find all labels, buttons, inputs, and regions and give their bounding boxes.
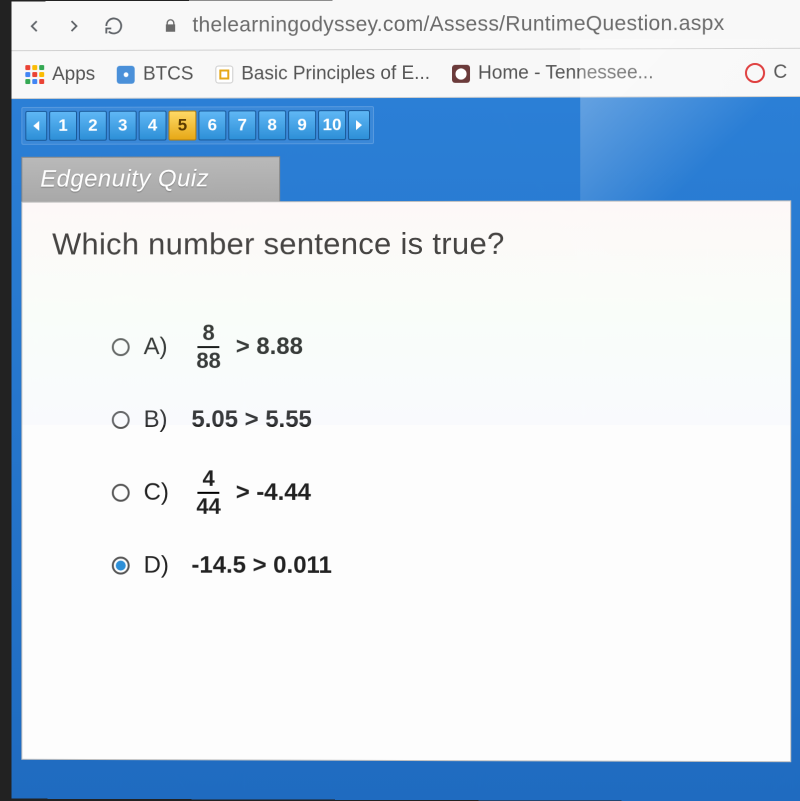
bookmark-label: Home - Tennessee... <box>478 62 653 85</box>
pager-question-7[interactable]: 7 <box>228 110 256 140</box>
bookmark-item[interactable]: Basic Principles of E... <box>215 62 430 85</box>
address-bar[interactable]: thelearningodyssey.com/Assess/RuntimeQue… <box>143 11 790 37</box>
answers-group: A) 888 > 8.88 B) 5.05 > 5.55 C) 444 > -4.44 D) -1… <box>52 322 760 581</box>
answer-radio[interactable] <box>112 411 130 429</box>
bookmark-label: Basic Principles of E... <box>241 62 430 85</box>
pager-prev-button[interactable] <box>25 111 47 141</box>
screen: thelearningodyssey.com/Assess/RuntimeQue… <box>11 0 800 801</box>
reload-button[interactable] <box>103 14 125 36</box>
pager-question-6[interactable]: 6 <box>198 110 226 140</box>
bookmark-favicon <box>745 62 765 82</box>
pager-question-2[interactable]: 2 <box>79 111 107 141</box>
answer-content: 5.05 > 5.55 <box>191 406 311 434</box>
bookmark-item[interactable]: ● BTCS <box>117 63 193 85</box>
fraction: 888 <box>191 322 225 372</box>
answer-row: A) 888 > 8.88 <box>112 322 760 372</box>
bookmark-item-truncated[interactable]: C <box>745 61 787 83</box>
bookmark-favicon: ● <box>117 65 135 83</box>
quiz-panel: Which number sentence is true? A) 888 > 8.… <box>21 200 791 762</box>
url-text: thelearningodyssey.com/Assess/RuntimeQue… <box>192 11 724 37</box>
apps-grid-icon <box>25 65 44 84</box>
answer-content: 888 > 8.88 <box>191 322 303 372</box>
answer-content: -14.5 > 0.011 <box>191 552 331 580</box>
bookmarks-bar: Apps ● BTCS Basic Principles of E... ⬤ H… <box>11 49 800 99</box>
pager-question-5[interactable]: 5 <box>169 111 197 141</box>
bookmark-item[interactable]: ⬤ Home - Tennessee... <box>452 62 653 85</box>
bookmark-label: C <box>773 61 787 83</box>
bookmark-label: BTCS <box>143 63 193 85</box>
apps-shortcut[interactable]: Apps <box>25 63 95 85</box>
pager-question-3[interactable]: 3 <box>109 111 137 141</box>
bookmark-favicon <box>215 65 233 83</box>
pager-question-1[interactable]: 1 <box>49 111 77 141</box>
answer-radio[interactable] <box>112 338 130 356</box>
back-button[interactable] <box>23 15 45 37</box>
quiz-content-area: 12345678910 Edgenuity Quiz Which number … <box>11 97 800 801</box>
answer-letter: C) <box>144 479 178 507</box>
pager-question-10[interactable]: 10 <box>318 110 346 140</box>
answer-row: B) 5.05 > 5.55 <box>112 406 760 434</box>
question-text: Which number sentence is true? <box>52 225 760 262</box>
answer-rest: > -4.44 <box>236 479 311 507</box>
pager-next-button[interactable] <box>348 110 370 140</box>
answer-letter: B) <box>144 406 178 434</box>
answer-row: C) 444 > -4.44 <box>112 468 760 519</box>
answer-radio[interactable] <box>112 557 130 575</box>
pager-question-8[interactable]: 8 <box>258 110 286 140</box>
answer-content: 444 > -4.44 <box>191 468 311 518</box>
forward-button[interactable] <box>63 15 85 37</box>
quiz-tab-title: Edgenuity Quiz <box>21 156 280 201</box>
answer-rest: > 8.88 <box>236 333 303 361</box>
bookmark-favicon: ⬤ <box>452 64 470 82</box>
answer-letter: A) <box>144 333 178 361</box>
question-pager: 12345678910 <box>21 106 374 145</box>
apps-label: Apps <box>52 63 95 85</box>
answer-letter: D) <box>144 552 178 580</box>
fraction: 444 <box>191 468 225 518</box>
pager-question-9[interactable]: 9 <box>288 110 316 140</box>
answer-radio[interactable] <box>112 484 130 502</box>
answer-row: D) -14.5 > 0.011 <box>112 552 760 581</box>
pager-question-4[interactable]: 4 <box>139 111 167 141</box>
lock-icon <box>163 17 179 33</box>
browser-nav-bar: thelearningodyssey.com/Assess/RuntimeQue… <box>11 0 800 51</box>
